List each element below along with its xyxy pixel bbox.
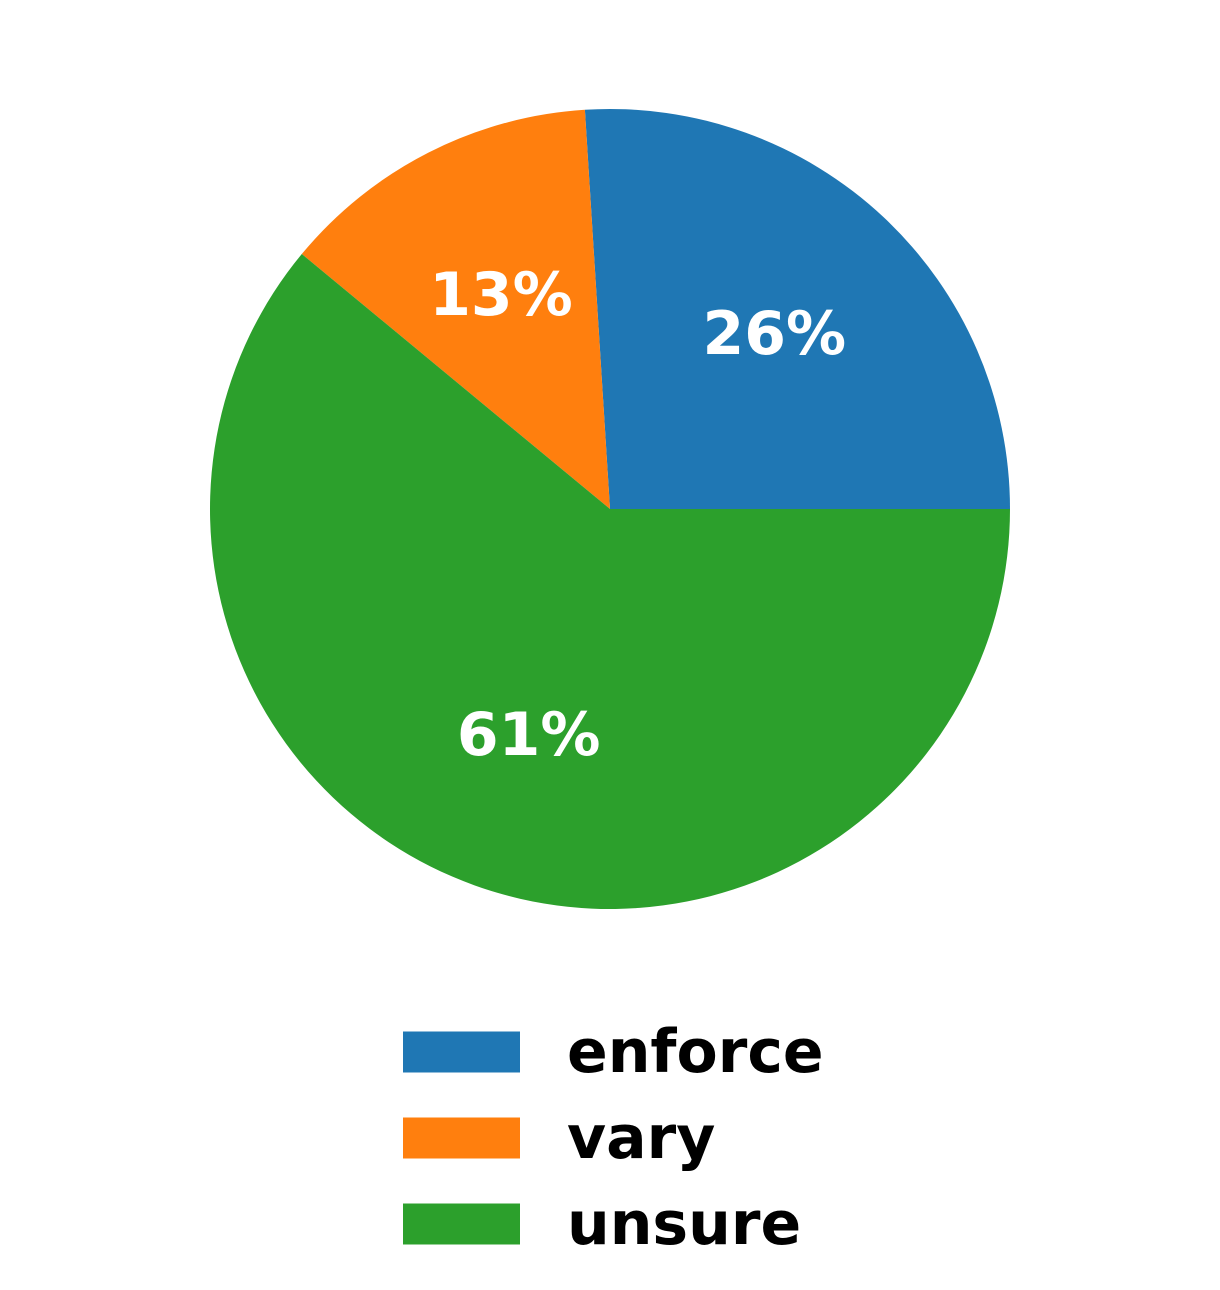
legend-label-enforce: enforce — [567, 1017, 824, 1087]
slice-label-unsure: 61% — [457, 700, 601, 770]
legend-swatch-vary — [403, 1117, 520, 1159]
legend: enforce vary unsure — [403, 1017, 824, 1259]
slice-label-enforce: 26% — [702, 299, 846, 369]
legend-label-unsure: unsure — [567, 1189, 801, 1259]
slice-label-vary: 13% — [429, 260, 573, 330]
pie-slices — [209, 109, 1010, 909]
legend-swatch-enforce — [403, 1031, 520, 1073]
legend-swatch-unsure — [403, 1203, 520, 1245]
pie-slice-vary — [301, 109, 610, 509]
pie-slice-enforce — [584, 109, 1010, 509]
pie-slice-unsure — [209, 254, 1010, 909]
legend-label-vary: vary — [567, 1103, 715, 1173]
pie-slice-labels: 26% 13% 61% — [429, 260, 846, 770]
